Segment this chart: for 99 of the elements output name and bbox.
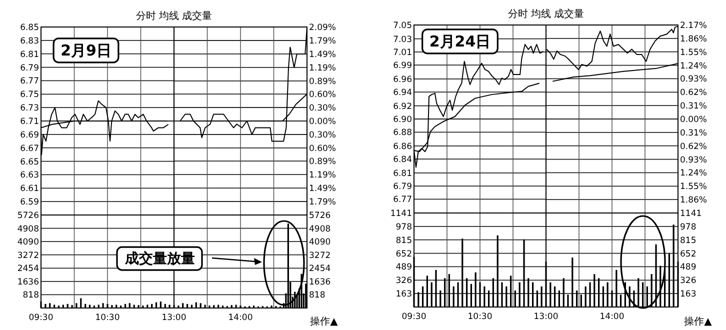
- y-tick-label: 6.67: [20, 144, 39, 154]
- x-tick-label: 13:00: [162, 313, 186, 323]
- y-tick-label: 6.92: [393, 102, 412, 112]
- y-tick-label: 6.59: [20, 198, 39, 208]
- y-tick-label: 815: [396, 236, 412, 246]
- y-tick-label: 4908: [309, 224, 331, 234]
- y-tick-label: 6.81: [20, 50, 39, 60]
- y-tick-label: 6.99: [393, 61, 412, 72]
- y-tick-label: 1.86%: [680, 196, 708, 206]
- y-tick-label: 5726: [309, 211, 331, 221]
- text: 操作▲: [310, 316, 338, 328]
- y-tick-label: 0.30%: [309, 130, 336, 140]
- y-tick-label: 815: [680, 236, 696, 246]
- y-tick-label: 0.60%: [309, 90, 336, 100]
- y-tick-label: 2.09%: [309, 23, 336, 33]
- y-tick-label: 6.86: [393, 142, 412, 152]
- y-tick-label: 489: [680, 262, 696, 273]
- y-tick-label: 0.31%: [680, 128, 708, 138]
- y-tick-label: 4090: [17, 238, 39, 248]
- y-tick-label: 7.03: [393, 34, 412, 45]
- y-tick-label: 818: [309, 290, 326, 301]
- y-tick-label: 326: [680, 276, 696, 286]
- y-tick-label: 1.24%: [680, 61, 708, 72]
- y-tick-label: 4908: [17, 224, 39, 234]
- y-tick-label: 489: [396, 262, 412, 273]
- y-tick-label: 6.81: [393, 168, 412, 179]
- chart-title: 分时 均线 成交量: [136, 10, 212, 22]
- y-tick-label: 1.79%: [309, 36, 336, 46]
- x-tick-label: 09:30: [28, 313, 54, 323]
- annotation: 2月24日: [429, 32, 491, 50]
- y-tick-label: 6.85: [20, 23, 39, 33]
- chart-title: 分时 均线 成交量: [508, 8, 584, 20]
- y-tick-label: 978: [680, 222, 696, 232]
- y-tick-label: 3272: [309, 250, 331, 261]
- x-tick-label: 09:30: [402, 312, 426, 322]
- y-tick-label: 6.75: [20, 90, 39, 100]
- y-tick-label: 4090: [309, 238, 331, 248]
- y-tick-label: 1.86%: [680, 34, 708, 44]
- y-tick-label: 6.65: [20, 157, 39, 168]
- y-tick-label: 0.00%: [680, 115, 708, 125]
- y-tick-label: 7.01: [393, 48, 412, 58]
- y-tick-label: 6.79: [393, 182, 412, 192]
- y-tick-label: 818: [22, 290, 39, 301]
- y-tick-label: 1.24%: [680, 168, 708, 179]
- y-tick-label: 1.55%: [680, 182, 708, 192]
- y-tick-label: 1.79%: [309, 198, 336, 208]
- y-tick-label: 1.49%: [309, 184, 336, 194]
- y-tick-label: 6.63: [20, 170, 39, 181]
- y-tick-label: 1141: [390, 209, 412, 219]
- y-tick-label: 6.69: [20, 130, 39, 140]
- y-tick-label: 0.93%: [680, 155, 708, 166]
- y-tick-label: 6.94: [393, 88, 412, 98]
- y-tick-label: 6.79: [20, 63, 39, 74]
- y-tick-label: 2.17%: [680, 21, 708, 31]
- y-tick-label: 6.73: [20, 104, 39, 114]
- y-tick-label: 1636: [309, 277, 331, 288]
- y-tick-label: 0.89%: [309, 157, 336, 168]
- y-tick-label: 7.05: [393, 21, 412, 31]
- y-tick-label: 978: [396, 222, 412, 232]
- y-tick-label: 0.93%: [680, 74, 708, 85]
- y-tick-label: 1.49%: [309, 50, 336, 60]
- y-tick-label: 6.84: [393, 155, 412, 166]
- annotation: 成交量放量: [124, 250, 195, 268]
- y-tick-label: 0.31%: [680, 102, 708, 112]
- x-tick-label: 14:00: [228, 313, 253, 323]
- y-tick-label: 0.60%: [309, 144, 336, 154]
- y-tick-label: 652: [396, 249, 412, 260]
- y-tick-label: 6.77: [20, 76, 39, 87]
- y-tick-label: 163: [396, 290, 412, 300]
- y-tick-label: 0.89%: [309, 76, 336, 87]
- y-tick-label: 1.19%: [309, 170, 336, 181]
- annotation: 2月9日: [60, 41, 112, 60]
- y-tick-label: 6.88: [393, 128, 412, 138]
- x-tick-label: 14:00: [600, 312, 624, 322]
- y-tick-label: 1636: [17, 277, 39, 288]
- y-tick-label: 6.61: [20, 184, 39, 194]
- y-tick-label: 2454: [17, 264, 39, 274]
- x-tick-label: 10:30: [95, 313, 120, 323]
- y-tick-label: 0.00%: [309, 117, 336, 127]
- y-tick-label: 6.71: [20, 117, 39, 127]
- y-tick-label: 163: [680, 290, 696, 300]
- y-tick-label: 652: [680, 249, 696, 260]
- y-tick-label: 0.30%: [309, 104, 336, 114]
- y-tick-label: 2454: [309, 264, 331, 274]
- y-tick-label: 6.96: [393, 74, 412, 85]
- y-tick-label: 326: [396, 276, 412, 286]
- y-tick-label: 3272: [17, 250, 39, 261]
- y-tick-label: 6.90: [393, 115, 412, 125]
- y-tick-label: 5726: [17, 211, 39, 221]
- x-tick-label: 10:30: [468, 312, 492, 322]
- y-tick-label: 0.62%: [680, 142, 708, 152]
- x-tick-label: 13:00: [534, 312, 558, 322]
- y-tick-label: 1141: [680, 209, 702, 219]
- y-tick-label: 1.19%: [309, 63, 336, 74]
- y-tick-label: 6.77: [393, 195, 412, 206]
- y-tick-label: 6.83: [20, 36, 39, 46]
- y-tick-label: 1.55%: [680, 48, 708, 58]
- y-tick-label: 0.62%: [680, 88, 708, 98]
- text: 操作▲: [684, 316, 712, 328]
